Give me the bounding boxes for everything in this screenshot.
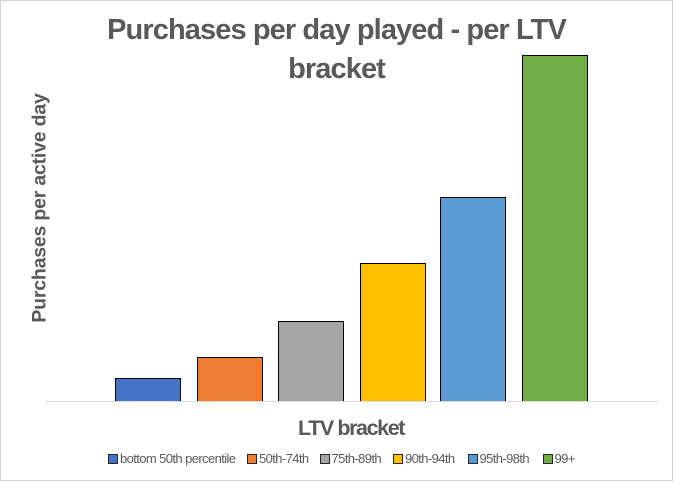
bar-50th-74th (197, 357, 263, 402)
x-axis-title: LTV bracket (297, 416, 405, 440)
legend: bottom 50th percentile 50th-74th 75th-89th… (0, 449, 673, 467)
legend-label: 75th-89th (331, 451, 382, 466)
legend-swatch-icon (247, 454, 257, 464)
legend-swatch-icon (393, 454, 403, 464)
legend-swatch-icon (467, 454, 478, 464)
legend-label: 50th-74th (259, 451, 309, 466)
legend-label: 90th-94th (405, 451, 455, 466)
legend-label: 99+ (554, 451, 576, 466)
bar-90th-94th (360, 263, 426, 402)
legend-label: 95th-98th (479, 451, 530, 466)
legend-label: bottom 50th percentile (120, 451, 236, 466)
plot-area (115, 55, 588, 402)
chart-title-line-1: Purchases per day played - per LTV (107, 14, 567, 46)
bar-99- (522, 55, 588, 402)
legend-swatch-icon (319, 454, 330, 464)
chart-title-line-2: bracket (288, 53, 386, 85)
legend-swatch-icon (542, 454, 553, 464)
legend-swatch-icon (108, 454, 118, 464)
bar-bottom-50th-percentile (115, 378, 181, 402)
x-axis-line (45, 401, 658, 402)
chart-title: Purchases per day played - per LTV brack… (0, 11, 673, 89)
bar-75th-89th (278, 321, 344, 402)
bar-95th-98th (440, 197, 506, 402)
